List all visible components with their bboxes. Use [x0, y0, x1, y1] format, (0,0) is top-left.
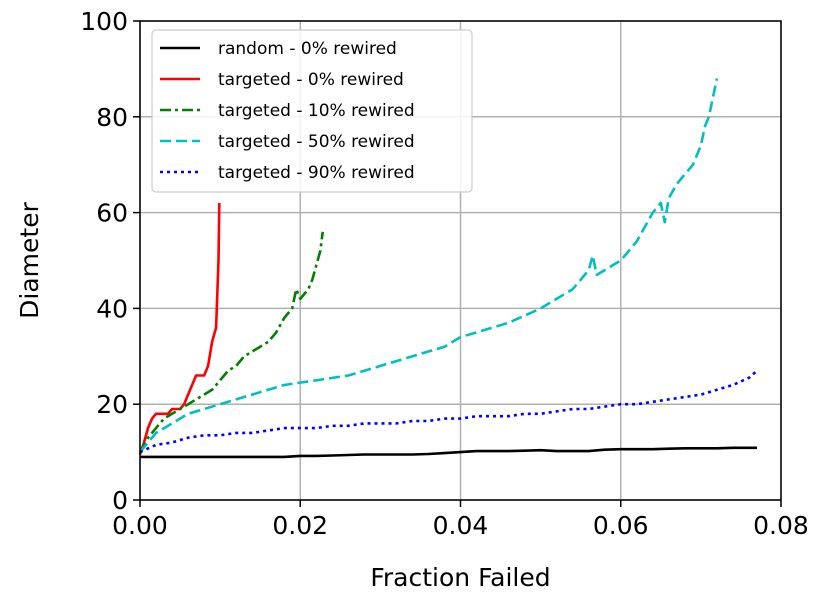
y-tick-label: 80: [96, 103, 128, 132]
legend-entry-3: targeted - 10% rewired: [218, 101, 415, 121]
x-axis-label: Fraction Failed: [370, 563, 550, 592]
y-tick-label: 100: [80, 7, 128, 36]
y-tick-label: 60: [96, 199, 128, 228]
series-line-3: [138, 231, 324, 453]
series-lines: [138, 78, 758, 459]
y-tick-label: 0: [112, 486, 128, 515]
x-tick-label: 0.08: [753, 511, 809, 540]
x-tick-label: 0.04: [433, 511, 489, 540]
legend-entry-5: targeted - 90% rewired: [218, 163, 415, 183]
series-line-5: [139, 369, 758, 454]
legend-entry-2: targeted - 0% rewired: [218, 70, 404, 90]
x-tick-label: 0.00: [112, 511, 168, 540]
series-line-4: [139, 78, 719, 453]
series-line-1: [140, 446, 757, 459]
y-axis-label: Diameter: [15, 201, 44, 318]
legend-entry-4: targeted - 50% rewired: [218, 132, 415, 152]
x-tick-label: 0.06: [593, 511, 649, 540]
legend-box: [151, 29, 473, 193]
y-tick-label: 20: [96, 390, 128, 419]
y-tick-label: 40: [96, 294, 128, 323]
series-line-2: [138, 202, 221, 455]
x-tick-label: 0.02: [272, 511, 328, 540]
legend-entry-1: random - 0% rewired: [218, 39, 397, 59]
axis-ticks: 0.00 0.02 0.04 0.06 0.08 0 20 40 60 80 100: [80, 7, 809, 540]
legend: random - 0% rewired targeted - 0% rewired…: [151, 29, 473, 193]
